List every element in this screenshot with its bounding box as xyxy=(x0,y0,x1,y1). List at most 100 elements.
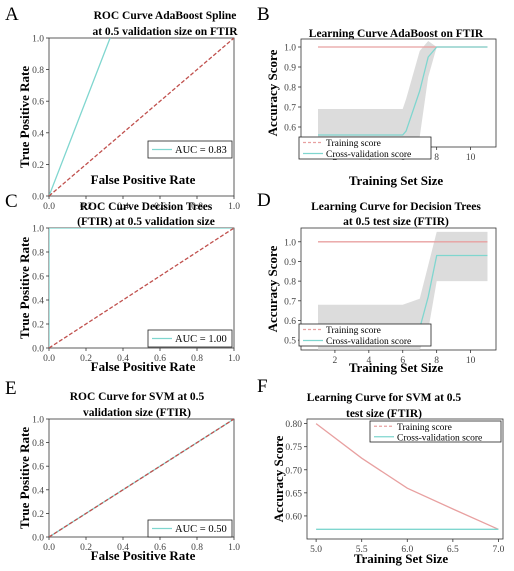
training-score-line xyxy=(315,423,499,530)
chart-title: ROC Curve Decision Trees xyxy=(80,201,213,213)
y-tick-label: 0.2 xyxy=(32,510,44,520)
x-tick-label: 0.4 xyxy=(117,202,129,212)
x-axis-label: False Positive Rate xyxy=(91,359,196,374)
x-tick-label: 8 xyxy=(434,153,439,163)
chance-diagonal-line xyxy=(49,38,234,196)
chart-title: ROC Curve for SVM at 0.5 xyxy=(70,391,205,403)
x-axis-label: False Positive Rate xyxy=(91,548,196,563)
cv-std-band xyxy=(318,231,488,350)
legend-label: Training score xyxy=(397,423,452,433)
y-tick-label: 0.5 xyxy=(284,337,296,347)
y-tick-label: 0.6 xyxy=(284,124,296,134)
y-tick-label: 0.0 xyxy=(32,193,44,203)
x-tick-label: 10 xyxy=(466,356,476,366)
legend-box xyxy=(147,329,233,348)
chart-title: Learning Curve for Decision Trees xyxy=(311,201,481,213)
x-tick-label: 1.0 xyxy=(228,202,240,212)
y-tick-label: 0.75 xyxy=(285,443,302,453)
x-tick-label: 0.0 xyxy=(43,543,55,553)
chart-title: ROC Curve AdaBoost Spline xyxy=(94,10,237,22)
legend-box xyxy=(369,420,502,443)
x-axis-label: Training Set Size xyxy=(354,551,449,566)
y-tick-label: 0.2 xyxy=(32,321,44,331)
y-tick-label: 0.60 xyxy=(285,512,302,522)
y-tick-label: 0.80 xyxy=(285,420,302,430)
y-tick-label: 0.4 xyxy=(32,129,44,139)
y-tick-label: 0.9 xyxy=(284,64,296,74)
y-tick-label: 0.4 xyxy=(32,297,44,307)
legend-box xyxy=(147,519,233,538)
panel-c: C ROC Curve Decision Trees (FTIR) at 0.5 v… xyxy=(5,191,240,374)
x-tick-label: 4 xyxy=(366,356,371,366)
x-tick-label: 2 xyxy=(333,356,338,366)
y-tick-label: 0.8 xyxy=(32,439,44,449)
x-tick-label: 6.5 xyxy=(447,545,459,555)
y-axis-label: Accuracy Score xyxy=(271,435,286,522)
series-group xyxy=(49,38,234,196)
panel-letter: B xyxy=(257,4,270,25)
panel-e: E ROC Curve for SVM at 0.5 validation size… xyxy=(5,378,240,563)
y-tick-label: 0.70 xyxy=(285,466,302,476)
legend-box xyxy=(147,140,233,159)
x-tick-label: 8 xyxy=(434,356,439,366)
legend-label: AUC = 0.50 xyxy=(175,524,227,535)
legend-label: AUC = 1.00 xyxy=(175,334,227,345)
x-tick-label: 6.0 xyxy=(401,545,413,555)
x-axis-label: False Positive Rate xyxy=(91,172,196,187)
y-tick-label: 1.0 xyxy=(32,35,44,45)
y-tick-label: 0.7 xyxy=(284,104,296,114)
chart-title: at 0.5 validation size on FTIR xyxy=(92,26,238,38)
chart-title: at 0.5 test size (FTIR) xyxy=(343,216,449,228)
x-tick-label: 0.6 xyxy=(154,202,166,212)
legend-box xyxy=(298,323,432,347)
y-tick-label: 0.0 xyxy=(32,534,44,544)
y-tick-label: 0.8 xyxy=(32,66,44,76)
y-tick-label: 0.7 xyxy=(284,297,296,307)
y-tick-label: 0.65 xyxy=(285,489,302,499)
legend: AUC = 1.00 xyxy=(147,329,233,348)
panel-f: F Learning Curve for SVM at 0.5 test size … xyxy=(257,376,505,566)
y-tick-label: 0.9 xyxy=(284,258,296,268)
y-axis-label: True Positive Rate xyxy=(17,427,32,530)
panel-d: D Learning Curve for Decision Trees at 0.5… xyxy=(257,190,497,375)
chance-diagonal-line xyxy=(49,228,234,348)
series-group xyxy=(318,41,488,147)
y-tick-label: 0.6 xyxy=(32,273,44,283)
y-tick-label: 0.6 xyxy=(32,463,44,473)
y-tick-label: 0.6 xyxy=(32,98,44,108)
legend-label: Training score xyxy=(326,326,381,336)
y-axis-label: Accuracy Score xyxy=(265,245,280,332)
x-tick-label: 1.0 xyxy=(228,543,240,553)
x-tick-label: 10 xyxy=(466,153,476,163)
legend-box xyxy=(298,136,432,160)
panel-letter: E xyxy=(5,378,17,399)
panel-letter: C xyxy=(5,191,18,212)
chart-title: validation size (FTIR) xyxy=(83,407,191,419)
panel-a: A ROC Curve AdaBoost Spline at 0.5 validat… xyxy=(5,4,240,212)
y-tick-label: 0.4 xyxy=(32,486,44,496)
legend: AUC = 0.83 xyxy=(147,140,233,159)
chart-title: Learning Curve AdaBoost on FTIR xyxy=(309,28,484,40)
panel-letter: F xyxy=(257,376,268,397)
x-tick-label: 7.0 xyxy=(493,545,505,555)
y-tick-label: 1.0 xyxy=(32,416,44,426)
x-tick-label: 0.2 xyxy=(80,543,92,553)
legend-label: Cross-validation score xyxy=(326,150,411,160)
x-tick-label: 5.0 xyxy=(310,545,322,555)
cv-std-band xyxy=(318,41,488,147)
x-tick-label: 0.4 xyxy=(117,354,129,364)
y-axis-label: True Positive Rate xyxy=(17,237,32,340)
x-tick-label: 0.0 xyxy=(43,354,55,364)
y-axis-label: Accuracy Score xyxy=(265,49,280,136)
x-tick-label: 6 xyxy=(400,356,405,366)
legend-label: Cross-validation score xyxy=(326,337,411,347)
chance-diagonal-line xyxy=(49,419,234,537)
x-tick-label: 0.6 xyxy=(154,543,166,553)
series-group xyxy=(49,419,234,537)
x-tick-label: 0.2 xyxy=(80,354,92,364)
